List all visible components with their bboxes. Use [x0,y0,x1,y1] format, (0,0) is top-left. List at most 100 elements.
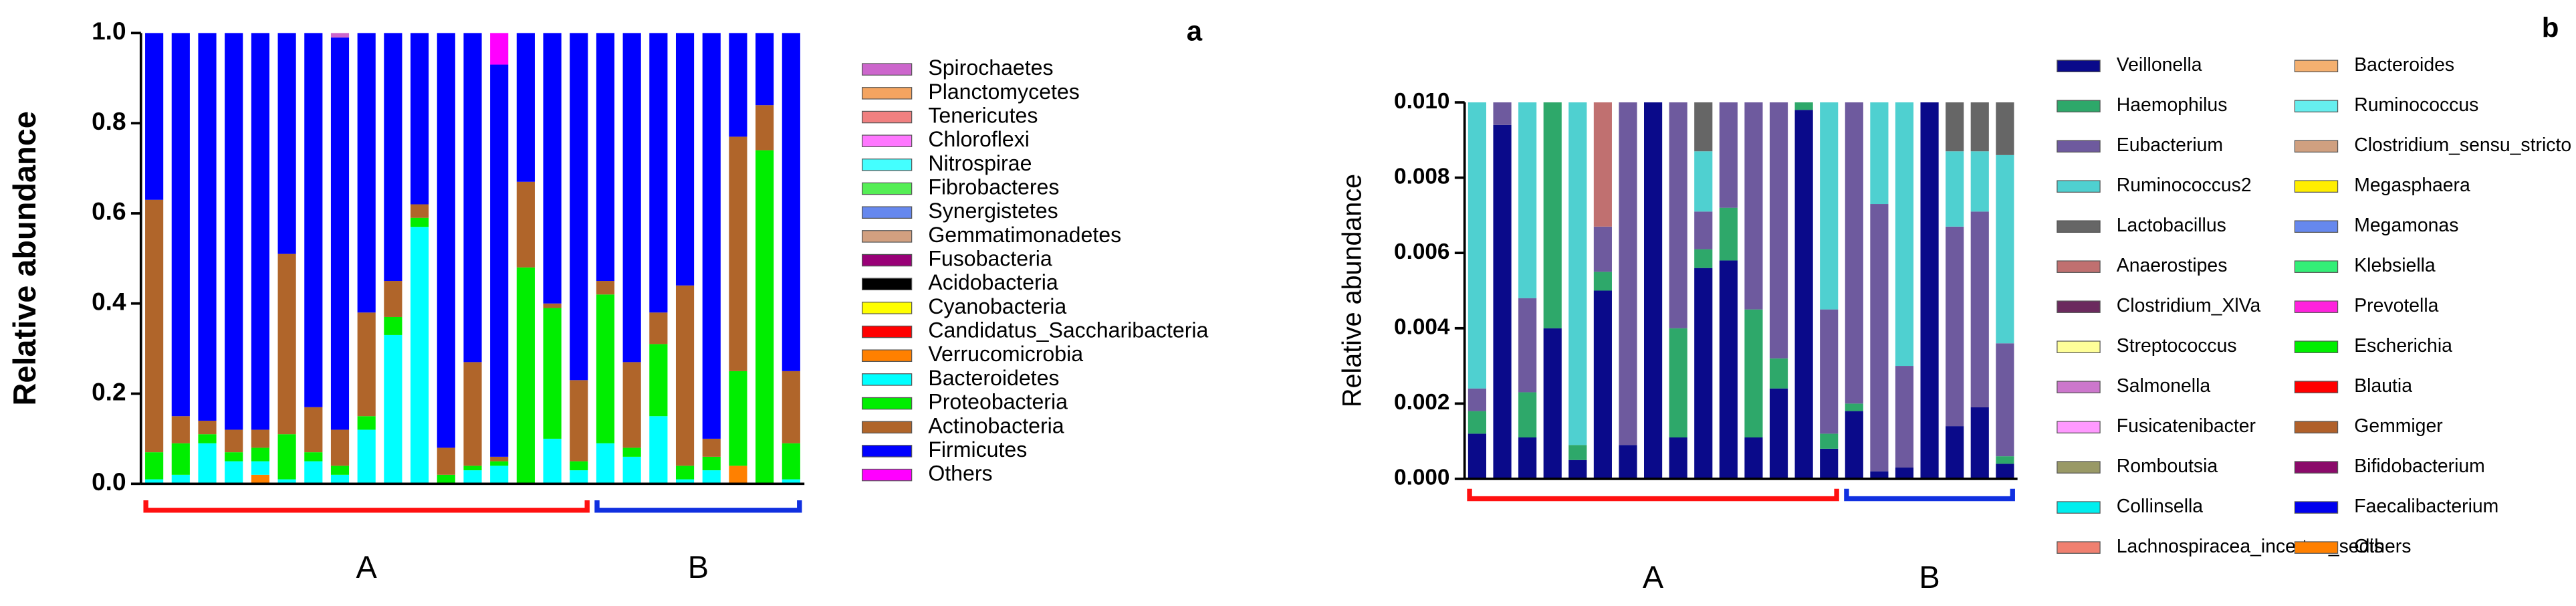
bar-segment [516,33,535,182]
legend-swatch [2057,461,2101,474]
bar-segment [1694,268,1713,479]
y-axis-label: Relative abundance [1338,174,1367,407]
legend-swatch [861,206,913,219]
bar-segment [596,281,615,295]
bar-segment [1970,151,1989,212]
bar-segment [755,105,774,150]
legend-swatch [861,445,913,458]
legend-swatch [861,325,913,338]
legend-label: Clostridium_sensu_stricto [2354,134,2571,156]
bar-segment [596,443,615,484]
legend-label: Fibrobacteres [928,175,1059,199]
legend-swatch [861,421,913,434]
bar-segment [782,443,800,480]
bar-segment [782,371,800,443]
bar-segment [330,474,350,484]
bar-segment [1669,437,1687,479]
bar-segment [1468,411,1487,434]
bar-segment [755,33,774,106]
bar-segment [1970,407,1989,479]
legend-swatch [2057,381,2101,393]
legend-label: Streptococcus [2117,335,2237,357]
legend-label: Megamonas [2354,215,2458,236]
bar-segment [1543,328,1562,479]
bar-segment [277,434,296,480]
legend-swatch [2057,100,2101,112]
bar-segment [1845,411,1863,479]
bar-segment [1996,102,2014,155]
bar-segment [1543,102,1562,328]
bar-segment [702,438,721,457]
bar-segment [384,316,402,335]
group-label: A [356,550,378,585]
legend-swatch [861,87,913,100]
bar-segment [543,33,562,304]
legend-swatch [2294,300,2339,313]
legend-label: Escherichia [2354,335,2452,357]
bar-segment [1694,249,1713,268]
bar-segment [225,452,243,462]
bar-segment [1719,102,1738,208]
legend-label: Candidatus_Saccharibacteria [928,318,1208,342]
bar-segment [330,429,350,466]
bar-segment [1593,272,1612,291]
legend-swatch [861,230,913,243]
bar-segment [1568,102,1587,445]
bar-segment [702,470,721,484]
bar-segment [251,447,269,462]
bar-segment [490,456,509,462]
legend-label: Bacteroides [2354,54,2454,76]
bar-segment [1593,290,1612,479]
legend-label: Anaerostipes [2117,255,2228,276]
legend-label: Firmicutes [928,437,1027,462]
bar-segment [1769,388,1788,479]
bar-segment [145,33,164,200]
bar-segment [1644,102,1663,479]
bar-segment [330,33,350,38]
legend-swatch [2294,381,2339,393]
bar-segment [782,33,800,371]
legend-swatch [2294,421,2339,433]
y-tick-label: 0.002 [1394,390,1449,415]
legend-label: Blautia [2354,375,2412,397]
bar-segment [1518,392,1537,437]
y-tick-label: 0.010 [1394,89,1449,114]
bar-segment [411,204,429,218]
bar-segment [1468,388,1487,411]
legend-label: Clostridium_XlVa [2117,295,2261,316]
legend-swatch [2057,300,2101,313]
legend-label: Lachnospiracea_incertae_sedis [2117,536,2383,557]
bar-segment [1669,102,1687,328]
bar-segment [198,420,217,435]
bar-segment [1794,110,1813,479]
bar-segment [1468,102,1487,389]
bar-segment [729,371,747,466]
bar-segment [702,33,721,439]
group-label: B [1919,560,1940,595]
legend-swatch [861,63,913,76]
bar-segment [251,429,269,448]
legend-swatch [2057,180,2101,193]
bar-segment [490,466,509,484]
legend-label: Chloroflexi [928,127,1030,151]
bar-segment [516,181,535,268]
legend-swatch [2294,140,2339,153]
bar-segment [251,461,269,475]
legend-swatch [861,159,913,171]
bar-segment [1669,328,1687,437]
legend-swatch [861,278,913,290]
bar-segment [622,33,641,363]
bar-segment [1996,456,2014,464]
bar-segment [729,136,747,371]
bar-segment [437,33,455,448]
bar-segment [1518,298,1537,393]
bar-segment [649,312,668,344]
panel-label: a [1187,15,1203,46]
bar-segment [411,217,429,227]
bar-segment [384,281,402,317]
bar-segment [171,416,190,443]
legend-swatch [861,373,913,386]
bar-segment [1694,102,1713,152]
bar-segment [411,227,429,484]
bar-segment [145,199,164,453]
